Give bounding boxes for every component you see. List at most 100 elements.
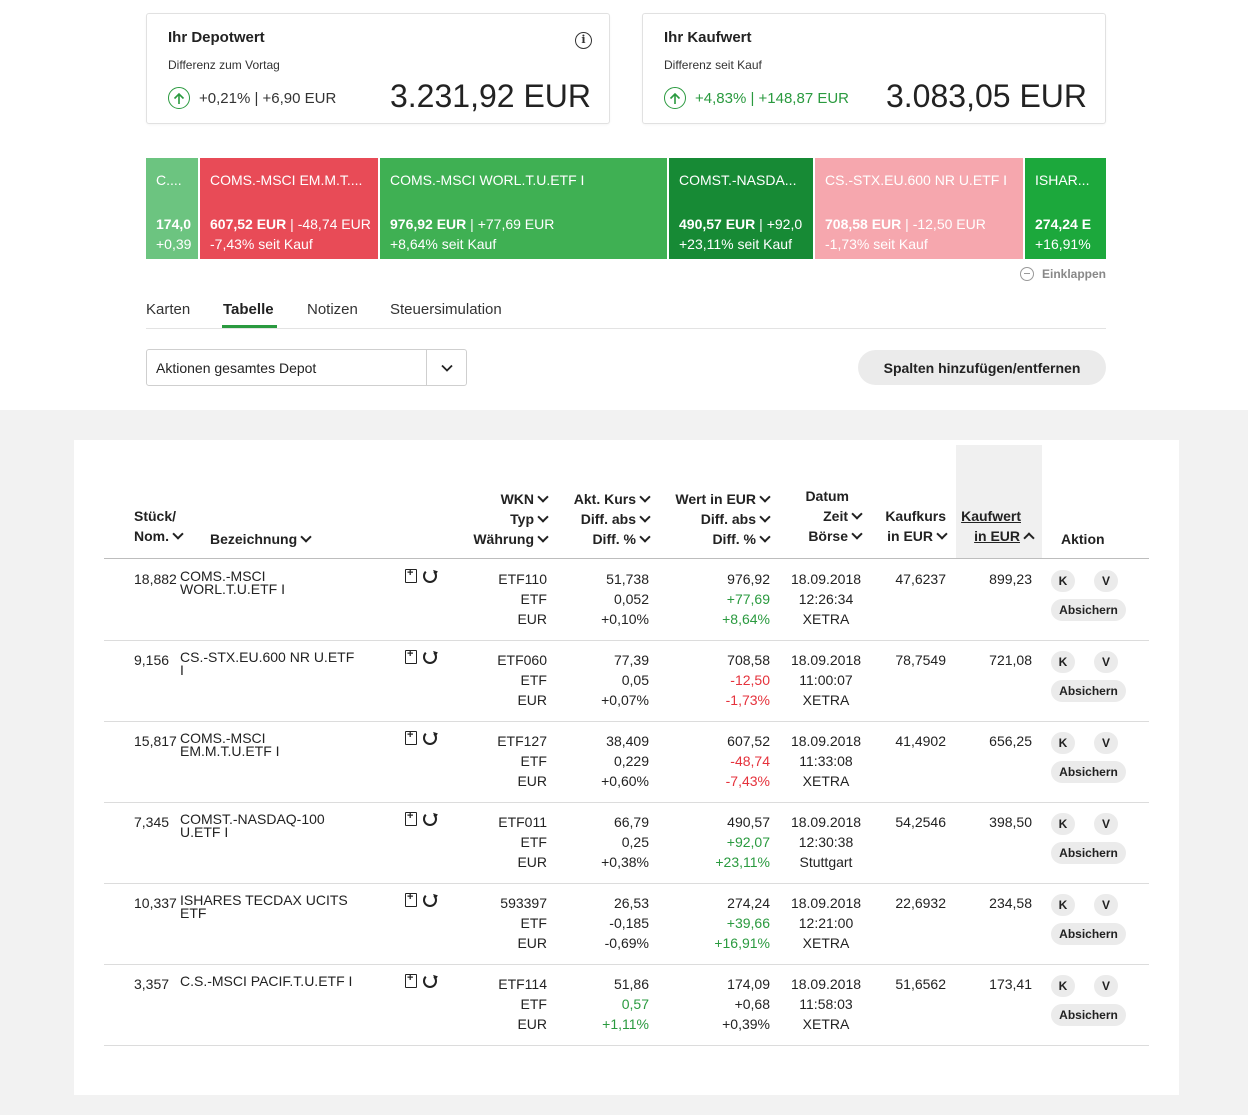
collapse-button[interactable]: Einklappen xyxy=(1019,267,1106,281)
cell-stueck: 18,882 xyxy=(134,571,177,587)
header-kurs[interactable]: Akt. Kurs Diff. abs Diff. % xyxy=(574,489,651,549)
add-document-icon[interactable] xyxy=(405,891,417,907)
buy-button[interactable]: K xyxy=(1051,894,1075,916)
tile-value: 976,92 EUR | +77,69 EUR xyxy=(390,216,555,232)
table-row[interactable]: 7,345 COMST.-NASDAQ-100 U.ETF I ETF011ET… xyxy=(104,802,1149,884)
cell-wert: 174,09 +0,68 +0,39% xyxy=(722,976,770,1032)
chevron-down-icon xyxy=(851,508,863,520)
tab-notizen[interactable]: Notizen xyxy=(307,301,358,318)
cell-stueck: 9,156 xyxy=(134,652,170,668)
chevron-down-icon xyxy=(300,531,312,543)
tile-2[interactable]: COMS.-MSCI WORL.T.U.ETF I 976,92 EUR | +… xyxy=(380,158,667,259)
cell-wert: 607,52 -48,74 -7,43% xyxy=(725,733,770,789)
tile-0[interactable]: C.... 174,0 +0,39 xyxy=(146,158,198,259)
cell-bezeichnung[interactable]: COMS.-MSCI WORL.T.U.ETF I xyxy=(180,568,285,597)
cell-kurs: 51,738 0,052 +0,10% xyxy=(601,571,649,627)
chevron-down-icon xyxy=(172,528,184,540)
tile-name: C.... xyxy=(156,172,182,188)
tile-1[interactable]: COMS.-MSCI EM.M.T.... 607,52 EUR | -48,7… xyxy=(200,158,378,259)
chevron-down-icon xyxy=(759,511,771,523)
cell-datum: 18.09.2018 11:58:03 XETRA xyxy=(790,976,862,1032)
header-stueck[interactable]: Stück/ Nom. xyxy=(134,506,184,546)
depotwert-diff: +0,21% | +6,90 EUR xyxy=(168,87,336,109)
chevron-down-icon xyxy=(537,531,549,543)
hedge-button[interactable]: Absichern xyxy=(1051,842,1126,864)
cell-wert: 708,58 -12,50 -1,73% xyxy=(725,652,770,708)
refresh-icon[interactable] xyxy=(423,974,437,988)
tile-name: COMST.-NASDA... xyxy=(679,172,797,188)
hedge-button[interactable]: Absichern xyxy=(1051,761,1126,783)
hedge-button[interactable]: Absichern xyxy=(1051,923,1126,945)
minus-circle-icon xyxy=(1019,267,1034,281)
chevron-down-icon[interactable] xyxy=(426,350,466,385)
tile-value: 274,24 E xyxy=(1035,216,1092,232)
table-row[interactable]: 10,337 ISHARES TECDAX UCITS ETF 593397ET… xyxy=(104,883,1149,965)
cell-stueck: 7,345 xyxy=(134,814,170,830)
sell-button[interactable]: V xyxy=(1094,651,1118,673)
hedge-button[interactable]: Absichern xyxy=(1051,599,1126,621)
chevron-down-icon xyxy=(759,531,771,543)
add-remove-columns-button[interactable]: Spalten hinzufügen/entfernen xyxy=(858,350,1106,385)
cell-wkn: 593397 ETF EUR xyxy=(500,895,547,951)
header-kaufkurs[interactable]: Kaufkurs in EUR xyxy=(885,508,948,544)
add-document-icon[interactable] xyxy=(405,972,417,988)
tile-value: 607,52 EUR | -48,74 EUR xyxy=(210,216,371,232)
refresh-icon[interactable] xyxy=(423,812,437,826)
cell-wert: 490,57 +92,07 +23,11% xyxy=(715,814,770,870)
refresh-icon[interactable] xyxy=(423,731,437,745)
sell-button[interactable]: V xyxy=(1094,975,1118,997)
row-icons xyxy=(405,972,437,988)
sell-button[interactable]: V xyxy=(1094,894,1118,916)
cell-kaufwert: 234,58 xyxy=(989,895,1032,911)
tile-5[interactable]: ISHAR... 274,24 E +16,91% xyxy=(1025,158,1106,259)
add-document-icon[interactable] xyxy=(405,729,417,745)
tile-3[interactable]: COMST.-NASDA... 490,57 EUR | +92,0 +23,1… xyxy=(669,158,813,259)
tab-karten[interactable]: Karten xyxy=(146,301,191,318)
collapse-label: Einklappen xyxy=(1041,267,1106,281)
table-row[interactable]: 9,156 CS.-STX.EU.600 NR U.ETF I ETF060ET… xyxy=(104,640,1149,722)
cell-stueck: 3,357 xyxy=(134,976,170,992)
cell-bezeichnung[interactable]: CS.-STX.EU.600 NR U.ETF I xyxy=(180,649,355,678)
header-wkn[interactable]: WKN Typ Währung xyxy=(473,489,549,549)
sell-button[interactable]: V xyxy=(1094,813,1118,835)
cell-wkn: ETF114 ETF EUR xyxy=(498,976,547,1032)
tab-steuersimulation[interactable]: Steuersimulation xyxy=(390,301,502,318)
tile-value: 490,57 EUR | +92,0 xyxy=(679,216,803,232)
cell-datum: 18.09.2018 12:21:00 XETRA xyxy=(790,895,862,951)
tile-performance: +8,64% seit Kauf xyxy=(390,236,497,252)
sell-button[interactable]: V xyxy=(1094,570,1118,592)
header-wert[interactable]: Wert in EUR Diff. abs Diff. % xyxy=(675,489,771,549)
add-document-icon[interactable] xyxy=(405,648,417,664)
header-kaufwert[interactable]: Kaufwert in EUR xyxy=(961,506,1035,546)
tab-tabelle[interactable]: Tabelle xyxy=(223,301,274,318)
depotwert-title: Ihr Depotwert xyxy=(168,29,265,46)
cell-bezeichnung[interactable]: C.S.-MSCI PACIF.T.U.ETF I xyxy=(180,973,353,989)
info-icon[interactable]: i xyxy=(575,32,592,49)
header-datum[interactable]: Datum Zeit Börse xyxy=(805,486,863,546)
add-document-icon[interactable] xyxy=(405,810,417,826)
refresh-icon[interactable] xyxy=(423,893,437,907)
refresh-icon[interactable] xyxy=(423,569,437,583)
buy-button[interactable]: K xyxy=(1051,570,1075,592)
buy-button[interactable]: K xyxy=(1051,975,1075,997)
hedge-button[interactable]: Absichern xyxy=(1051,680,1126,702)
sell-button[interactable]: V xyxy=(1094,732,1118,754)
table-row[interactable]: 18,882 COMS.-MSCI WORL.T.U.ETF I ETF110E… xyxy=(104,559,1149,641)
buy-button[interactable]: K xyxy=(1051,651,1075,673)
buy-button[interactable]: K xyxy=(1051,732,1075,754)
chevron-down-icon xyxy=(851,528,863,540)
cell-bezeichnung[interactable]: ISHARES TECDAX UCITS ETF xyxy=(180,892,348,921)
action-filter-select[interactable]: Aktionen gesamtes Depot xyxy=(146,349,467,386)
cell-bezeichnung[interactable]: COMS.-MSCI EM.M.T.U.ETF I xyxy=(180,730,280,759)
buy-button[interactable]: K xyxy=(1051,813,1075,835)
cell-stueck: 10,337 xyxy=(134,895,177,911)
table-row[interactable]: 3,357 C.S.-MSCI PACIF.T.U.ETF I ETF114ET… xyxy=(104,964,1149,1046)
tile-4[interactable]: CS.-STX.EU.600 NR U.ETF I 708,58 EUR | -… xyxy=(815,158,1023,259)
hedge-button[interactable]: Absichern xyxy=(1051,1004,1126,1026)
table-row[interactable]: 15,817 COMS.-MSCI EM.M.T.U.ETF I ETF127E… xyxy=(104,721,1149,803)
refresh-icon[interactable] xyxy=(423,650,437,664)
add-document-icon[interactable] xyxy=(405,567,417,583)
header-bezeichnung[interactable]: Bezeichnung xyxy=(210,529,312,549)
cell-wkn: ETF110 ETF EUR xyxy=(498,571,547,627)
cell-bezeichnung[interactable]: COMST.-NASDAQ-100 U.ETF I xyxy=(180,811,325,840)
